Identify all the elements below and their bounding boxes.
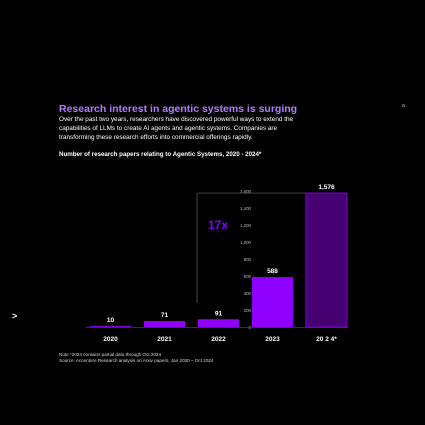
value-label: 588 <box>267 268 278 275</box>
category-label: 20 2 4* <box>316 336 337 343</box>
y-tick-label: 1,200 <box>240 223 252 228</box>
page-title: Research interest in agentic systems is … <box>59 103 298 115</box>
bar-2020 <box>90 326 131 327</box>
corner-mark: a <box>402 103 405 109</box>
y-tick-label: 400 <box>244 291 252 296</box>
category-label: 2023 <box>265 336 280 343</box>
value-label: 1,576 <box>318 184 335 191</box>
bar-2022 <box>198 319 239 327</box>
bar-20 2 4* <box>305 192 348 328</box>
category-label: 2020 <box>103 336 118 343</box>
y-tick-label: 1,400 <box>240 206 252 211</box>
page-description: Over the past two years, researchers hav… <box>59 116 294 141</box>
y-tick-label: 800 <box>244 257 252 262</box>
bar-2023 <box>252 277 293 327</box>
y-tick-label: 600 <box>244 274 252 279</box>
value-label: 71 <box>161 312 169 319</box>
footnote-note: Note *2024 contains partial data through… <box>59 352 162 357</box>
value-label: 91 <box>215 310 223 317</box>
footnote-source: Source: Accenture Research analysis on A… <box>59 357 214 363</box>
footnote: Note *2024 contains partial data through… <box>59 352 214 363</box>
bar-2021 <box>144 320 185 327</box>
chart-subtitle: Number of research papers relating to Ag… <box>59 151 262 158</box>
y-tick-label: 1,000 <box>240 240 252 245</box>
category-label: 2021 <box>157 336 172 343</box>
value-label: 10 <box>107 317 115 324</box>
chevron-right-icon[interactable]: > <box>12 311 18 321</box>
category-label: 2022 <box>211 336 226 343</box>
growth-annotation: 17x <box>208 218 228 232</box>
y-tick-label: 200 <box>244 308 252 313</box>
y-tick-label: 1,600 <box>240 189 252 194</box>
